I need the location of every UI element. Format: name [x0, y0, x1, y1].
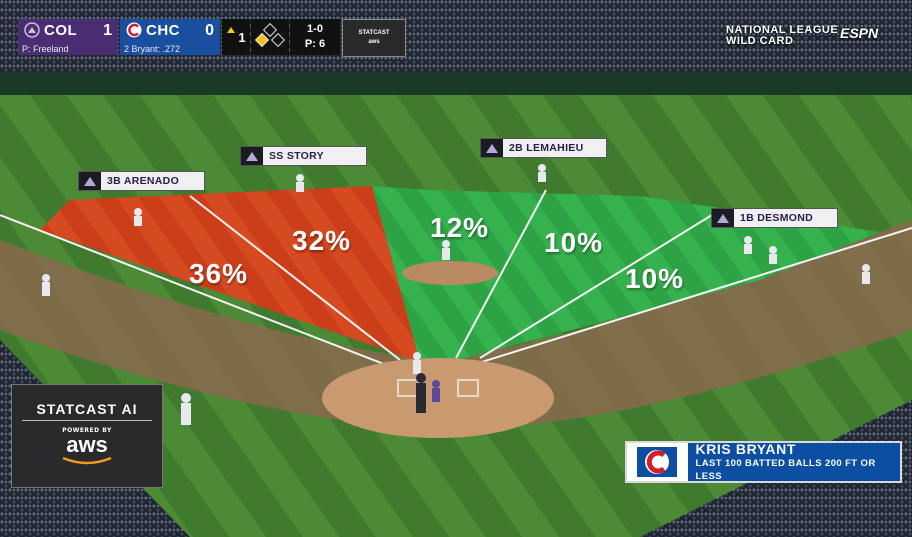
zone-pct-left-center: 32% [292, 225, 352, 256]
aws-logo: aws [66, 432, 108, 457]
pitchers-mound [402, 261, 498, 285]
bases-diamond [251, 19, 289, 55]
inning-indicator: 1 [222, 19, 250, 55]
home-team-score: 0 [205, 22, 214, 39]
statcast-badge-title: STATCAST [358, 30, 390, 36]
zone-red [40, 186, 420, 362]
away-team-score: 1 [103, 22, 112, 39]
home-team-abbr: CHC [146, 22, 180, 39]
fielder-label-ss: SS STORY [240, 146, 367, 166]
player-lower-third: KRIS BRYANT LAST 100 BATTED BALLS 200 FT… [625, 441, 902, 483]
wild-card-title: NATIONAL LEAGUE WILD CARD [726, 25, 838, 47]
ball-strike-count: 1-0 [307, 23, 323, 35]
espn-logo: ESPN [840, 25, 879, 41]
rockies-logo-icon [712, 209, 734, 227]
cubs-logo-icon [126, 22, 142, 38]
inning-number: 1 [238, 29, 246, 45]
aws-smile-icon [62, 456, 112, 465]
rockies-logo-icon [481, 139, 503, 157]
fielder-label-2b: 2B LEMAHIEU [480, 138, 607, 158]
rockies-logo-icon [79, 172, 101, 190]
statcast-ai-title: STATCAST AI [36, 401, 138, 417]
wild-card-line2: WILD CARD [726, 35, 794, 47]
outfield-wall [0, 72, 912, 98]
home-batter: 2 Bryant: .272 [124, 44, 181, 54]
away-team-panel: COL 1 P: Freeland [18, 19, 118, 55]
count-panel: 1-0 P: 6 [290, 19, 340, 55]
rockies-logo-icon [24, 22, 40, 38]
statcast-divider [22, 420, 152, 421]
rockies-logo-icon [241, 147, 263, 165]
fielder-label-1b: 1B DESMOND [711, 208, 838, 228]
home-team-panel: CHC 0 2 Bryant: .272 [120, 19, 220, 55]
scorebug: COL 1 P: Freeland CHC 0 2 Bryant: .272 1… [18, 19, 406, 57]
away-team-abbr: COL [44, 22, 78, 39]
statcast-badge: STATCAST aws [342, 19, 406, 57]
zone-pct-center: 12% [430, 212, 490, 243]
zone-pct-left-field: 36% [189, 258, 249, 289]
infield-dirt-edge [0, 220, 912, 430]
fielder-label-3b: 3B ARENADO [78, 171, 205, 191]
player-stat-subtitle: LAST 100 BATTED BALLS 200 FT OR LESS [695, 457, 876, 482]
third-base-icon [254, 32, 270, 48]
away-pitcher: P: Freeland [22, 44, 69, 54]
first-base-icon [270, 32, 286, 48]
zone-pct-right-center: 10% [544, 227, 604, 258]
statcast-powered-by: POWERED BY [62, 427, 112, 434]
statcast-ai-box: STATCAST AI POWERED BY aws [11, 384, 163, 488]
inning-arrow-icon [227, 27, 236, 33]
player-name: KRIS BRYANT [695, 440, 796, 457]
wild-card-line1: NATIONAL LEAGUE [726, 24, 839, 36]
pitch-count: P: 6 [304, 38, 326, 50]
cubs-logo-icon [627, 443, 688, 481]
zone-pct-right-field: 10% [625, 263, 685, 294]
zone-green [372, 186, 880, 362]
statcast-badge-aws: aws [368, 39, 380, 45]
